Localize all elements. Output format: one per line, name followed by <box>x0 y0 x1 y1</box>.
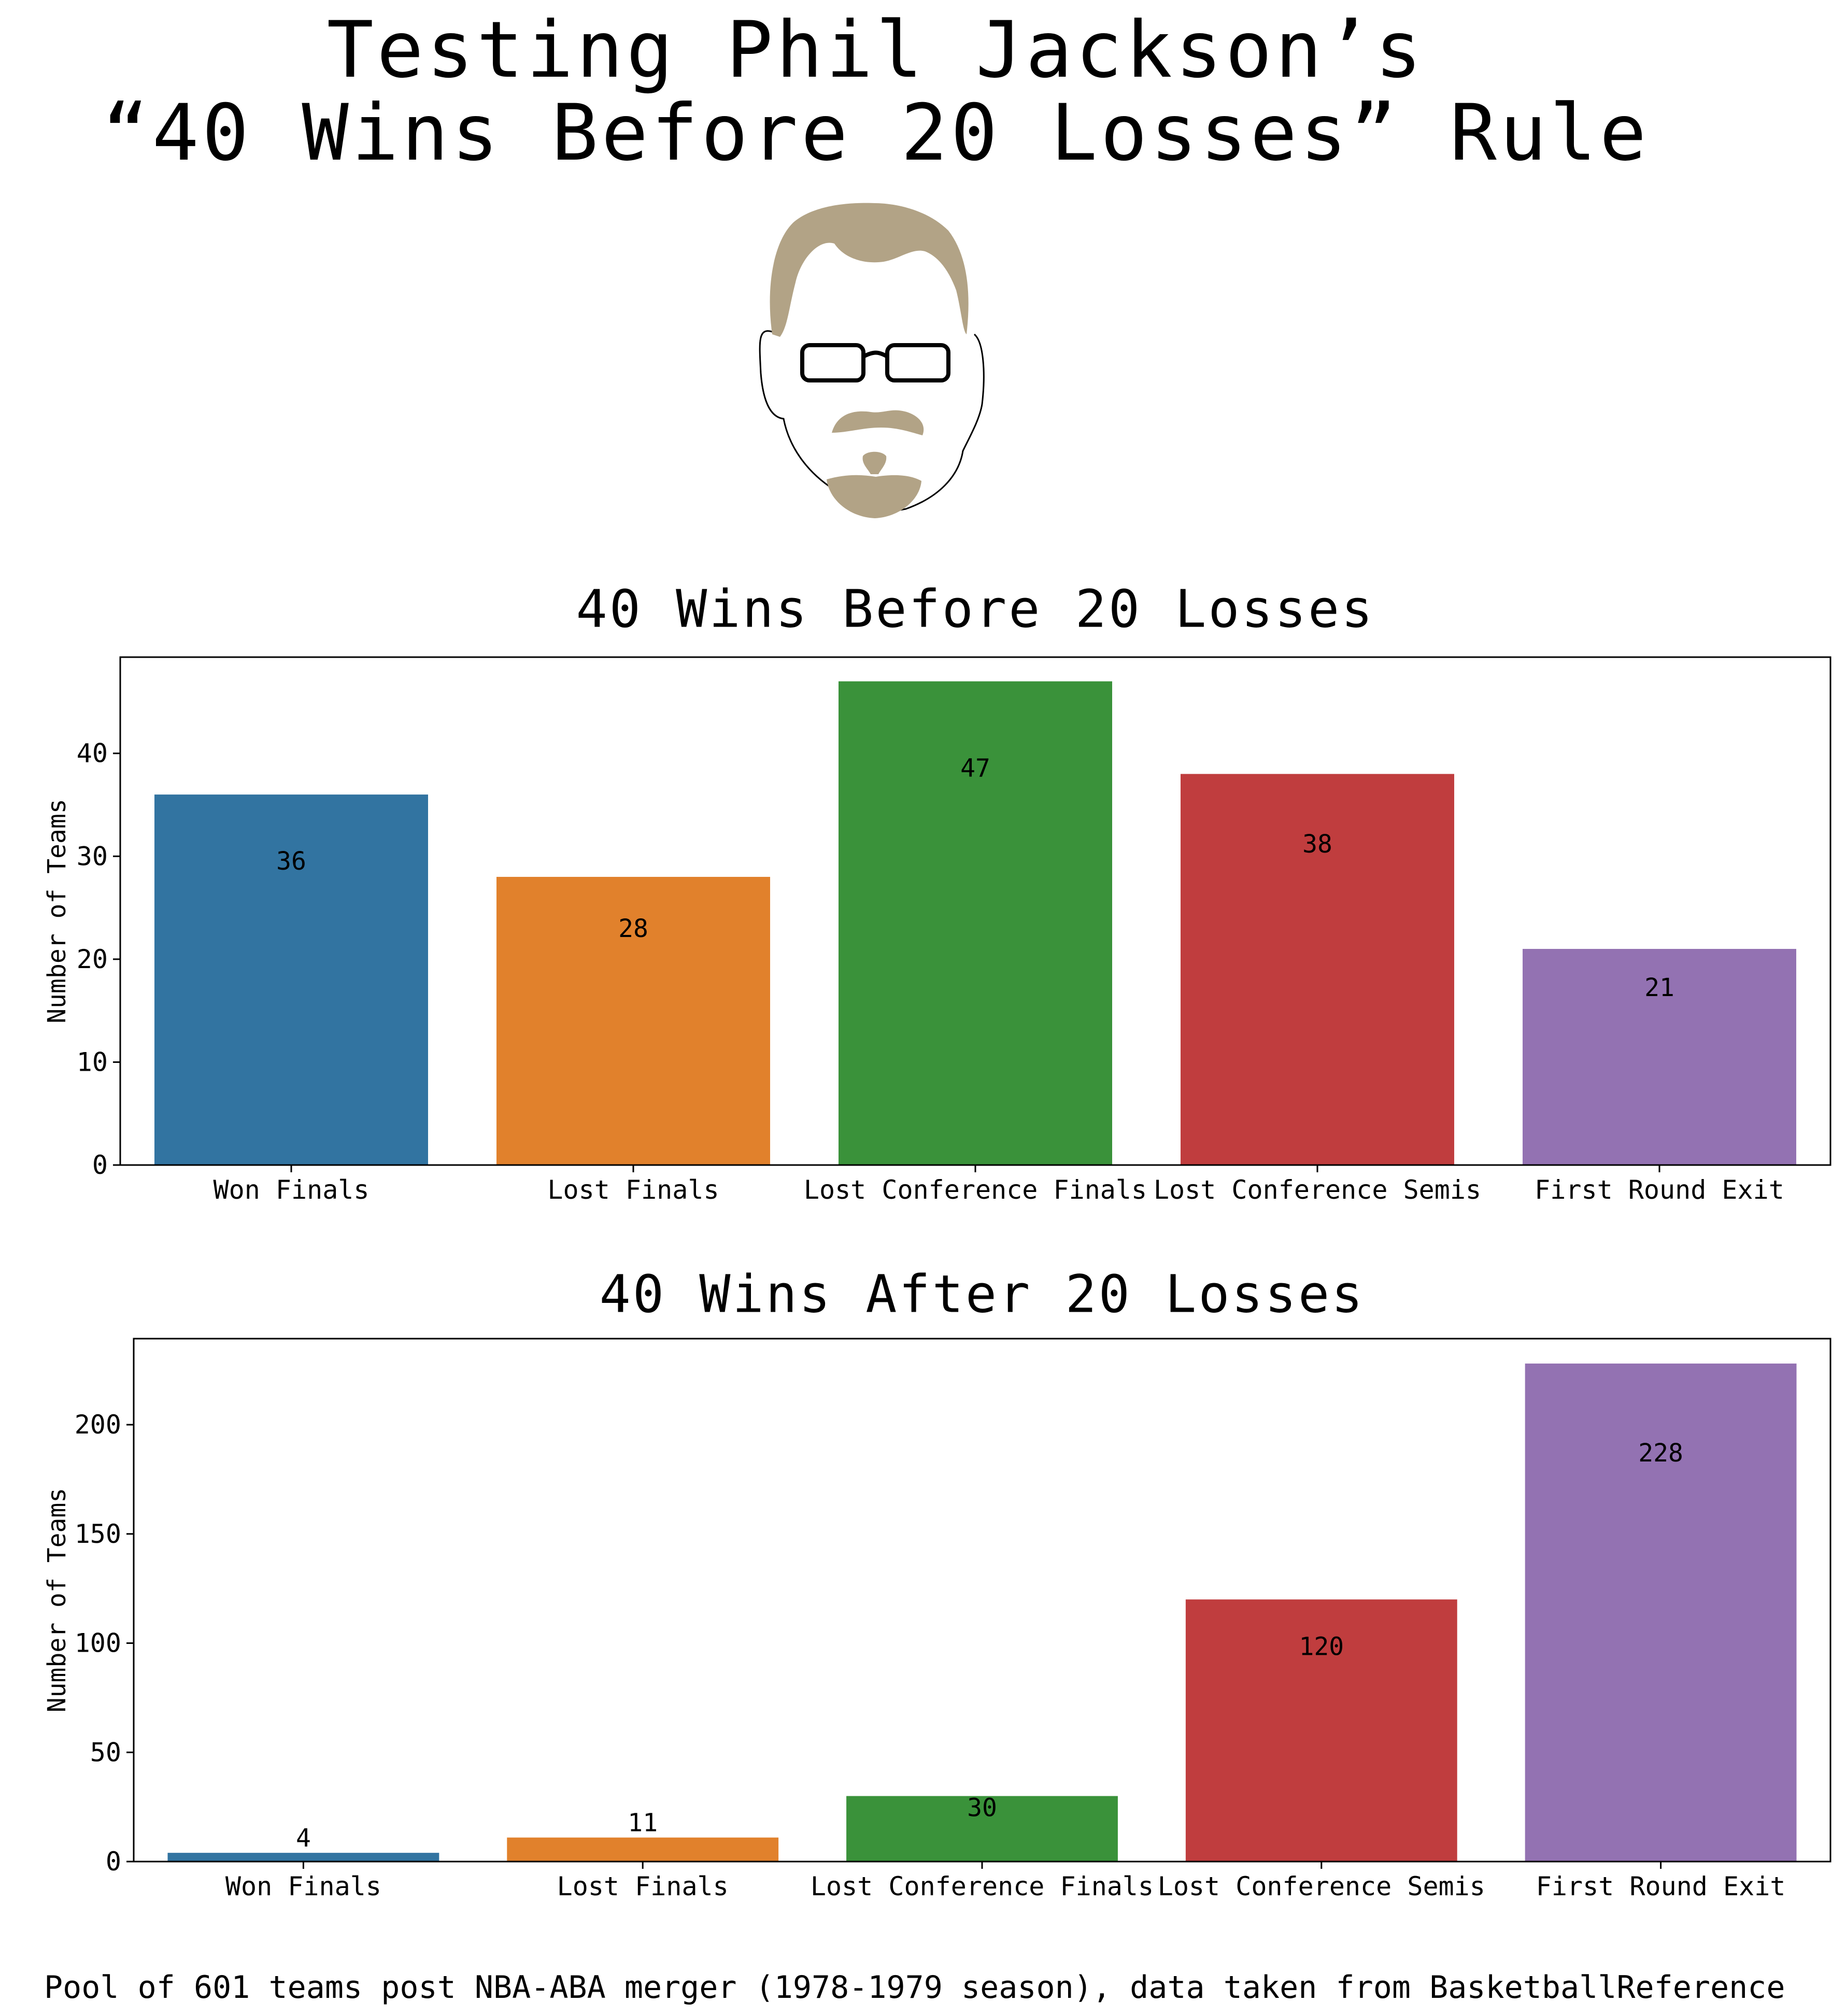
bar-5 <box>1523 948 1796 1165</box>
data-label: 28 <box>618 914 648 943</box>
y-tick-label: 10 <box>77 1047 108 1077</box>
y-tick-label: 0 <box>92 1150 108 1180</box>
plot-frame <box>133 1338 1831 1863</box>
soul-patch-shape <box>862 451 887 474</box>
y-tick-label: 20 <box>77 944 108 974</box>
bar-4 <box>1181 774 1454 1165</box>
y-tick-label: 50 <box>90 1737 121 1767</box>
y-axis-label: Number of Teams <box>42 799 72 1023</box>
data-label: 228 <box>1638 1439 1683 1468</box>
y-tick-label: 150 <box>75 1519 121 1549</box>
hair-shape <box>770 203 969 337</box>
y-tick-label: 100 <box>75 1628 121 1658</box>
glasses-icon <box>800 343 950 382</box>
goatee-shape <box>827 475 921 518</box>
x-tick-label: Lost Conference Semis <box>1154 1175 1481 1205</box>
bar-chart-1: 40 Wins Before 20 Losses 36 Won Finals 28 Lo… <box>42 579 1831 1205</box>
phil-jackson-face-icon <box>759 203 985 518</box>
data-label: 38 <box>1302 830 1332 859</box>
bar-1 <box>154 794 428 1165</box>
x-tick-label: Lost Conference Finals <box>804 1175 1147 1205</box>
figure-title-line-1: Testing Phil Jackson’s <box>326 5 1425 95</box>
x-tick-label: Lost Finals <box>547 1175 719 1205</box>
charts-layer: 40 Wins Before 20 Losses 36 Won Finals 28 Lo… <box>42 579 1831 1901</box>
x-tick-label: Won Finals <box>213 1175 369 1205</box>
x-tick-label: Lost Conference Semis <box>1158 1871 1485 1901</box>
footer-source-note: Pool of 601 teams post NBA-ABA merger (1… <box>44 1969 1785 2006</box>
data-label: 21 <box>1644 973 1674 1002</box>
data-label: 47 <box>960 754 990 783</box>
chart-title: 40 Wins Before 20 Losses <box>576 579 1375 640</box>
x-tick-label: First Round Exit <box>1535 1175 1784 1205</box>
bar-1 <box>167 1853 439 1862</box>
x-tick-label: Lost Conference Finals <box>811 1871 1154 1901</box>
y-axis-label: Number of Teams <box>42 1488 72 1712</box>
figure-title-line-2: “40 Wins Before 20 Losses” Rule <box>102 88 1650 178</box>
data-label: 11 <box>628 1809 658 1838</box>
bar-2 <box>507 1837 779 1862</box>
bar-2 <box>496 876 770 1165</box>
y-tick-label: 200 <box>75 1410 121 1440</box>
x-tick-label: Won Finals <box>225 1871 381 1901</box>
plot-frame <box>119 656 1831 1166</box>
bar-5 <box>1525 1364 1797 1862</box>
y-tick-label: 30 <box>77 841 108 871</box>
bar-3 <box>839 681 1112 1165</box>
bar-3 <box>846 1796 1118 1862</box>
data-label: 120 <box>1299 1632 1344 1661</box>
chart-title: 40 Wins After 20 Losses <box>600 1264 1365 1325</box>
data-label: 36 <box>276 847 306 876</box>
x-tick-label: Lost Finals <box>557 1871 729 1901</box>
bar-chart-2: 40 Wins After 20 Losses 4 Won Finals 11 Lost… <box>42 1264 1831 1901</box>
x-tick-label: First Round Exit <box>1536 1871 1786 1901</box>
data-label: 30 <box>967 1793 997 1822</box>
mustache-shape <box>832 410 924 435</box>
bar-4 <box>1185 1599 1457 1862</box>
y-tick-label: 40 <box>77 739 108 769</box>
y-tick-label: 0 <box>106 1847 121 1877</box>
data-label: 4 <box>296 1824 311 1853</box>
